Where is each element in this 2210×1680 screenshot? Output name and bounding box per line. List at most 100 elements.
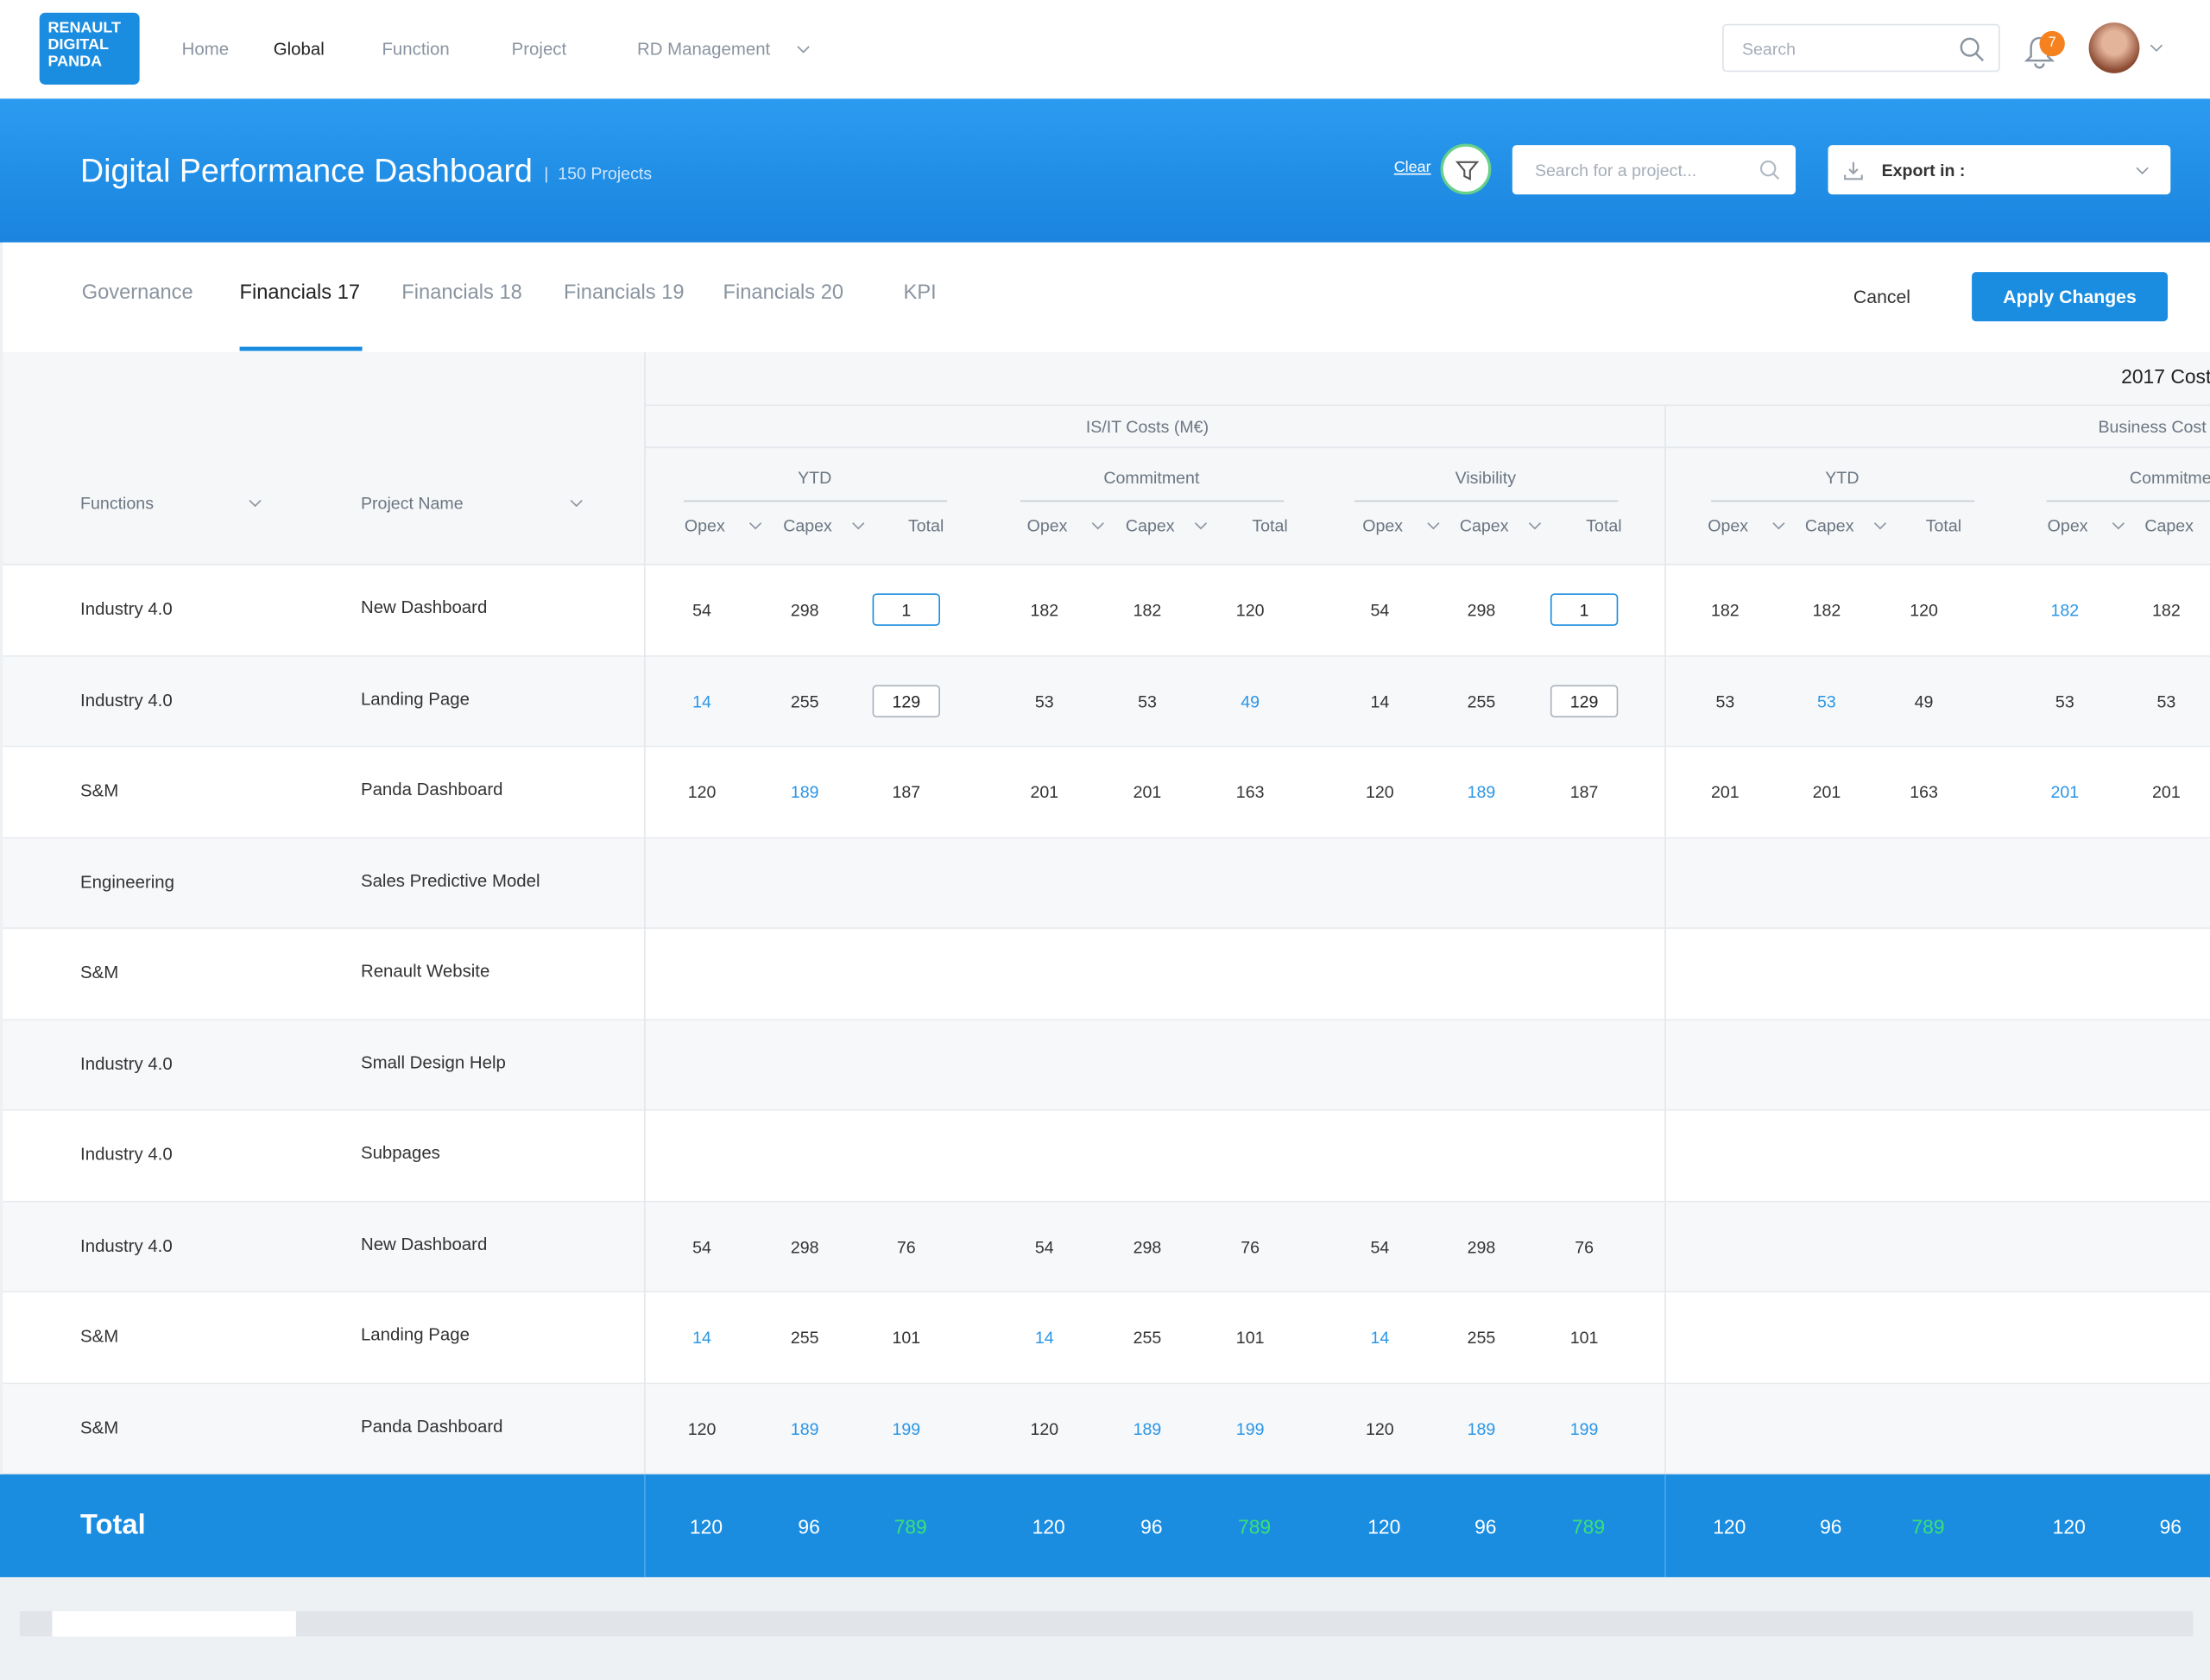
function-cell: S&M — [80, 1326, 119, 1347]
divider — [644, 1201, 646, 1293]
column-header[interactable]: Capex — [1804, 515, 1854, 536]
nav-link[interactable]: Function — [382, 39, 450, 60]
nav-link[interactable]: Home — [181, 39, 230, 60]
subgroup-header: YTD — [798, 468, 832, 488]
total-value: 120 — [2052, 1515, 2086, 1538]
cell-value: 54 — [1370, 1237, 1390, 1257]
total-value: 96 — [1140, 1515, 1163, 1538]
subgroup-rule — [1020, 500, 1285, 502]
column-header[interactable]: Opex — [1708, 515, 1749, 536]
total-value: 789 — [1911, 1515, 1945, 1538]
tab[interactable]: Financials 19 — [564, 281, 685, 305]
divider — [644, 1474, 646, 1577]
cell-input[interactable]: 129 — [1550, 685, 1619, 717]
row-header[interactable]: Functions — [80, 493, 155, 514]
row-header[interactable]: Project Name — [360, 493, 464, 514]
cancel-button[interactable]: Cancel — [1853, 286, 1911, 307]
scrollbar-thumb[interactable] — [52, 1611, 296, 1637]
cell-value: 189 — [1467, 782, 1496, 803]
cell-input[interactable]: 129 — [872, 685, 940, 717]
divider — [1664, 1292, 1666, 1384]
filter-button[interactable] — [1440, 143, 1492, 195]
chevron — [2112, 522, 2125, 530]
table-row — [3, 747, 2210, 838]
nav-link[interactable]: Project — [511, 39, 567, 60]
column-header[interactable]: Opex — [684, 515, 725, 536]
column-header[interactable]: Capex — [1125, 515, 1175, 536]
cell-value: 14 — [692, 1328, 711, 1348]
page-title: Digital Performance Dashboard — [80, 152, 533, 189]
column-header: Total — [1586, 515, 1622, 536]
cell-value: 187 — [1569, 782, 1599, 803]
search-box[interactable]: Search — [1722, 23, 2000, 73]
search-icon — [1960, 37, 1985, 62]
total-value: 96 — [798, 1515, 820, 1538]
chevron — [1772, 522, 1785, 530]
subgroup-rule — [683, 500, 948, 502]
subgroup-rule — [2046, 500, 2210, 502]
cell-value: 201 — [2050, 782, 2080, 803]
cell-value: 255 — [790, 692, 819, 712]
project-cell: Panda Dashboard — [360, 1416, 503, 1437]
export-select[interactable]: Export in : — [1828, 145, 2171, 195]
count-wrap: | 150 Projects — [544, 163, 653, 184]
tab[interactable]: KPI — [903, 281, 937, 305]
function-cell: Industry 4.0 — [80, 1053, 173, 1074]
apply-button[interactable]: Apply Changes — [1972, 272, 2169, 322]
project-cell: Landing Page — [360, 688, 470, 709]
chevron — [570, 500, 583, 508]
column-header[interactable]: Capex — [1459, 515, 1509, 536]
tab[interactable]: Financials 17 — [239, 281, 361, 305]
function-cell: S&M — [80, 780, 119, 801]
divider — [644, 404, 2210, 407]
divider — [644, 1292, 646, 1384]
project-cell: Renault Website — [360, 961, 490, 982]
cell-input[interactable]: 1 — [1550, 593, 1619, 627]
filter-icon — [1455, 161, 1480, 181]
column-header: Total — [907, 515, 944, 536]
divider — [644, 928, 646, 1020]
clear-link[interactable]: Clear — [1393, 159, 1431, 177]
cell-value: 14 — [692, 692, 711, 712]
column-header[interactable]: Opex — [2047, 515, 2088, 536]
total-row — [0, 1474, 2210, 1577]
cell-input[interactable]: 1 — [872, 593, 940, 627]
column-header: Total — [1252, 515, 1288, 536]
cell-value: 298 — [790, 600, 819, 621]
cell-value: 189 — [1467, 1418, 1496, 1439]
divider — [644, 655, 646, 748]
chevron — [1427, 522, 1440, 530]
cell-value: 54 — [692, 1237, 711, 1257]
cell-value: 255 — [1467, 692, 1496, 712]
column-header[interactable]: Opex — [1362, 515, 1404, 536]
tab[interactable]: Financials 20 — [723, 281, 844, 305]
chevron — [1528, 522, 1542, 530]
cell-value: 189 — [790, 1418, 819, 1439]
logo[interactable]: RENAULT DIGITAL PANDA — [39, 12, 140, 85]
table-row — [3, 565, 2210, 656]
cell-value: 199 — [892, 1418, 921, 1439]
chevron — [797, 46, 810, 54]
nav-link[interactable]: Global — [273, 39, 325, 60]
nav-link[interactable]: RD Management — [636, 39, 771, 60]
total-value: 96 — [2159, 1515, 2182, 1538]
tab[interactable]: Governance — [81, 281, 193, 305]
cell-value: 53 — [2156, 692, 2176, 712]
project-search[interactable]: Search for a project... — [1512, 145, 1796, 195]
column-header[interactable]: Capex — [2144, 515, 2194, 536]
table-row — [3, 1110, 2210, 1202]
column-header[interactable]: Opex — [1026, 515, 1068, 536]
cell-value: 49 — [1241, 692, 1260, 712]
chevron — [1091, 522, 1104, 530]
tab[interactable]: Financials 18 — [401, 281, 522, 305]
avatar[interactable] — [2088, 22, 2140, 73]
column-header[interactable]: Capex — [783, 515, 832, 536]
subgroup-rule — [1354, 500, 1619, 502]
function-cell: Industry 4.0 — [80, 1145, 173, 1165]
project-cell: New Dashboard — [360, 597, 488, 618]
year-header: 2017 Cost — [2121, 364, 2210, 388]
cell-value: 120 — [1235, 600, 1265, 621]
table-row — [3, 1201, 2210, 1293]
table-header — [3, 352, 2210, 565]
